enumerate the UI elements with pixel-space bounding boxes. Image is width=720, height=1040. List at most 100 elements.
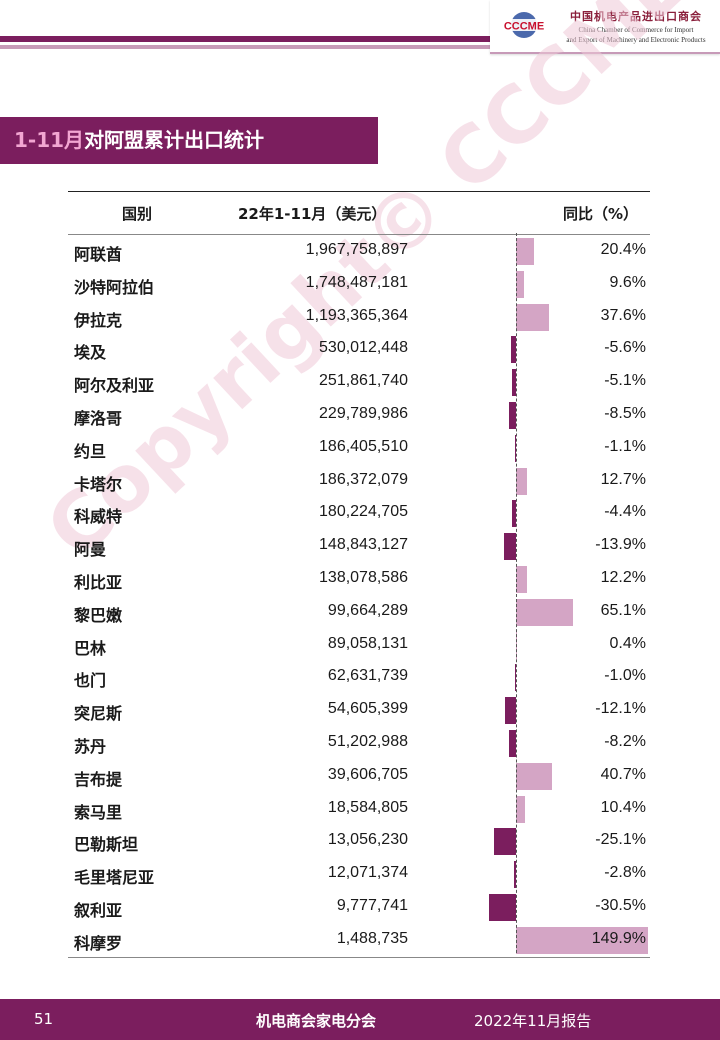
- yoy-cell: -25.1%: [595, 831, 646, 849]
- yoy-bar: [516, 565, 527, 593]
- yoy-bar: [511, 369, 516, 397]
- yoy-cell: 37.6%: [600, 306, 646, 324]
- org-logo: CCCME 中国机电产品进出口商会 China Chamber of Comme…: [490, 0, 720, 54]
- yoy-bar: [505, 697, 516, 725]
- footer-date: 2022年11月报告: [474, 1012, 592, 1030]
- yoy-cell: -4.4%: [604, 503, 646, 521]
- export-stats-table: 国别 22年1-11月（美元） 同比（%） 阿联酋 1,967,758,897 20…: [68, 191, 650, 958]
- value-cell: 1,488,735: [336, 929, 408, 947]
- table-row: 黎巴嫩 99,664,289 65.1%: [68, 596, 650, 629]
- footer: 51 机电商会家电分会 2022年11月报告: [0, 999, 720, 1040]
- value-cell: 99,664,289: [327, 601, 408, 619]
- country-cell: 沙特阿拉伯: [74, 277, 155, 297]
- value-cell: 9,777,741: [336, 896, 408, 914]
- country-cell: 阿尔及利亚: [74, 376, 155, 396]
- country-cell: 阿曼: [74, 540, 107, 560]
- yoy-cell: 10.4%: [600, 798, 646, 816]
- country-cell: 埃及: [74, 343, 107, 363]
- yoy-cell: -8.2%: [604, 732, 646, 750]
- table-row: 约旦 186,405,510 -1.1%: [68, 432, 650, 465]
- country-cell: 叙利亚: [74, 900, 123, 920]
- value-cell: 186,372,079: [319, 470, 408, 488]
- org-name-en-1: China Chamber of Commerce for Import: [578, 26, 694, 34]
- yoy-bar: [493, 828, 516, 856]
- yoy-cell: -1.1%: [604, 437, 646, 455]
- yoy-bar: [516, 926, 648, 954]
- yoy-cell: 0.4%: [609, 634, 646, 652]
- org-name-cn: 中国机电产品进出口商会: [570, 10, 702, 23]
- yoy-bar: [516, 762, 552, 790]
- yoy-bar: [511, 336, 516, 364]
- value-cell: 251,861,740: [319, 372, 408, 390]
- country-cell: 阿联酋: [74, 245, 123, 264]
- country-cell: 科摩罗: [74, 933, 123, 953]
- country-cell: 索马里: [74, 802, 123, 822]
- table-row: 也门 62,631,739 -1.0%: [68, 661, 650, 694]
- table-row: 叙利亚 9,777,741 -30.5%: [68, 891, 650, 924]
- logo-mark-text: CCCME: [504, 21, 544, 33]
- page-number: 51: [34, 1010, 54, 1028]
- yoy-cell: 65.1%: [600, 601, 646, 619]
- country-cell: 吉布提: [74, 769, 123, 789]
- table-row: 吉布提 39,606,705 40.7%: [68, 760, 650, 793]
- value-cell: 148,843,127: [319, 536, 408, 554]
- table-row: 卡塔尔 186,372,079 12.7%: [68, 465, 650, 498]
- yoy-cell: -2.8%: [604, 864, 646, 882]
- table-row: 埃及 530,012,448 -5.6%: [68, 333, 650, 366]
- country-cell: 卡塔尔: [74, 474, 123, 494]
- yoy-cell: 12.7%: [600, 470, 646, 488]
- country-cell: 苏丹: [74, 736, 107, 756]
- header-yoy: 同比（%）: [562, 205, 638, 223]
- table-row: 利比亚 138,078,586 12.2%: [68, 563, 650, 596]
- yoy-bar: [508, 729, 516, 757]
- header-value: 22年1-11月（美元）: [238, 205, 387, 223]
- yoy-cell: -30.5%: [595, 896, 646, 914]
- yoy-bar: [516, 467, 528, 495]
- yoy-bar: [503, 533, 516, 561]
- table-row: 伊拉克 1,193,365,364 37.6%: [68, 301, 650, 334]
- table-header: 国别 22年1-11月（美元） 同比（%）: [68, 191, 650, 235]
- value-cell: 62,631,739: [327, 667, 408, 685]
- table-row: 阿曼 148,843,127 -13.9%: [68, 530, 650, 563]
- country-cell: 毛里塔尼亚: [74, 868, 155, 888]
- value-cell: 1,967,758,897: [305, 241, 408, 258]
- yoy-bar: [516, 270, 525, 298]
- yoy-cell: -12.1%: [595, 700, 646, 718]
- yoy-cell: 40.7%: [600, 765, 646, 783]
- table-row: 科威特 180,224,705 -4.4%: [68, 497, 650, 530]
- yoy-bar: [516, 303, 550, 331]
- table-row: 苏丹 51,202,988 -8.2%: [68, 727, 650, 760]
- yoy-bar: [516, 238, 534, 265]
- table-row: 科摩罗 1,488,735 149.9%: [68, 924, 650, 957]
- country-cell: 约旦: [74, 441, 107, 461]
- footer-org: 机电商会家电分会: [256, 1012, 377, 1030]
- yoy-cell: -5.1%: [604, 372, 646, 390]
- table-body: 阿联酋 1,967,758,897 20.4% 沙特阿拉伯 1,748,487,181 9…: [68, 235, 650, 958]
- value-cell: 54,605,399: [327, 700, 408, 718]
- value-cell: 180,224,705: [319, 503, 408, 521]
- zero-axis-line: [516, 233, 517, 953]
- yoy-bar: [512, 500, 516, 528]
- country-cell: 伊拉克: [74, 310, 123, 330]
- section-title-period: 1-11月: [14, 128, 85, 152]
- table-row: 索马里 18,584,805 10.4%: [68, 793, 650, 826]
- table-row: 巴勒斯坦 13,056,230 -25.1%: [68, 825, 650, 858]
- country-cell: 巴勒斯坦: [74, 835, 139, 855]
- value-cell: 1,193,365,364: [305, 306, 408, 324]
- value-cell: 530,012,448: [319, 339, 408, 357]
- yoy-bar: [516, 795, 526, 823]
- header-stripe-light: [0, 45, 720, 49]
- table-row: 毛里塔尼亚 12,071,374 -2.8%: [68, 858, 650, 891]
- table-row: 摩洛哥 229,789,986 -8.5%: [68, 399, 650, 432]
- country-cell: 科威特: [74, 507, 123, 527]
- table-row: 沙特阿拉伯 1,748,487,181 9.6%: [68, 268, 650, 301]
- yoy-cell: -5.6%: [604, 339, 646, 357]
- yoy-bar: [515, 664, 517, 692]
- table-row: 阿联酋 1,967,758,897 20.4%: [68, 235, 650, 268]
- yoy-cell: -13.9%: [595, 536, 646, 554]
- value-cell: 39,606,705: [327, 765, 408, 783]
- country-cell: 黎巴嫩: [74, 605, 123, 625]
- yoy-bar: [489, 893, 516, 921]
- header-stripe-dark: [0, 36, 490, 42]
- value-cell: 138,078,586: [319, 568, 408, 586]
